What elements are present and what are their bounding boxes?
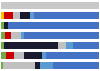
Bar xyxy=(13,12,20,19)
Bar xyxy=(21,32,23,39)
Bar xyxy=(58,42,66,49)
Bar xyxy=(4,12,13,19)
Bar xyxy=(35,62,40,69)
Bar xyxy=(53,62,99,69)
Bar xyxy=(4,22,8,29)
Bar xyxy=(24,52,42,59)
Bar xyxy=(20,12,30,19)
Bar xyxy=(1,12,4,19)
Bar xyxy=(42,52,46,59)
Bar xyxy=(1,22,4,29)
Bar xyxy=(66,42,72,49)
Bar xyxy=(1,42,4,49)
Bar xyxy=(1,52,6,59)
Bar xyxy=(5,32,11,39)
Bar xyxy=(8,22,99,29)
Bar xyxy=(72,42,99,49)
Bar xyxy=(34,12,99,19)
Bar xyxy=(46,52,99,59)
Bar xyxy=(4,42,58,49)
Bar xyxy=(40,62,53,69)
Bar xyxy=(3,62,35,69)
Bar xyxy=(1,62,3,69)
Bar xyxy=(24,32,99,39)
Bar xyxy=(11,32,21,39)
Bar xyxy=(6,52,14,59)
Bar xyxy=(1,2,99,9)
Bar xyxy=(1,32,5,39)
Bar xyxy=(30,12,34,19)
Bar xyxy=(14,52,24,59)
